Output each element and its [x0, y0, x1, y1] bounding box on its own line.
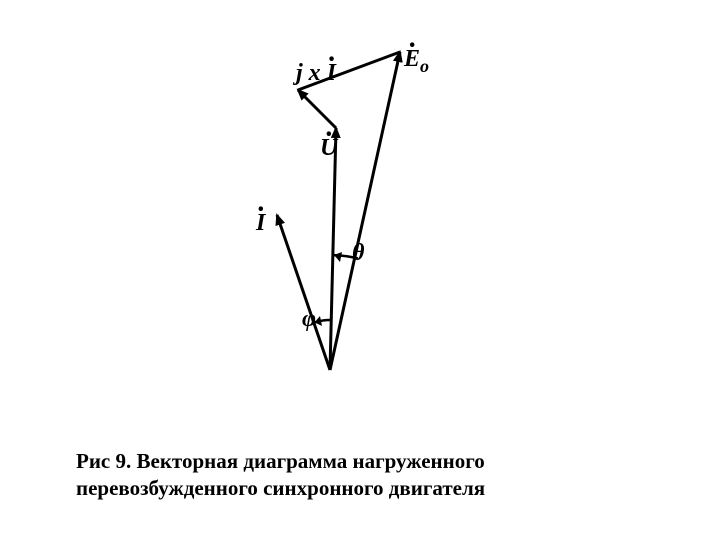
label-U-text: U	[320, 135, 337, 161]
label-theta-text: θ	[352, 240, 364, 266]
caption-line2: перевозбужденного синхронного двигателя	[76, 476, 485, 500]
label-jxI: j x I	[296, 60, 336, 87]
vector-E0	[330, 52, 400, 370]
label-phi: φ	[302, 306, 316, 333]
angle-theta-arrow-l	[334, 252, 342, 262]
label-phi-text: φ	[302, 306, 316, 332]
label-E0: Eo	[404, 46, 429, 77]
caption-line1: Рис 9. Векторная диаграмма нагруженного	[76, 449, 485, 473]
label-E0-text: E	[404, 46, 420, 72]
label-U: U	[320, 135, 337, 162]
label-I-text: I	[256, 210, 265, 236]
vector-U	[330, 128, 336, 370]
figure-caption: Рис 9. Векторная диаграмма нагруженного …	[76, 448, 485, 503]
label-I: I	[256, 210, 265, 237]
vector-I	[277, 215, 330, 370]
label-jxI-text: j x	[296, 60, 327, 86]
label-theta: θ	[352, 240, 364, 267]
